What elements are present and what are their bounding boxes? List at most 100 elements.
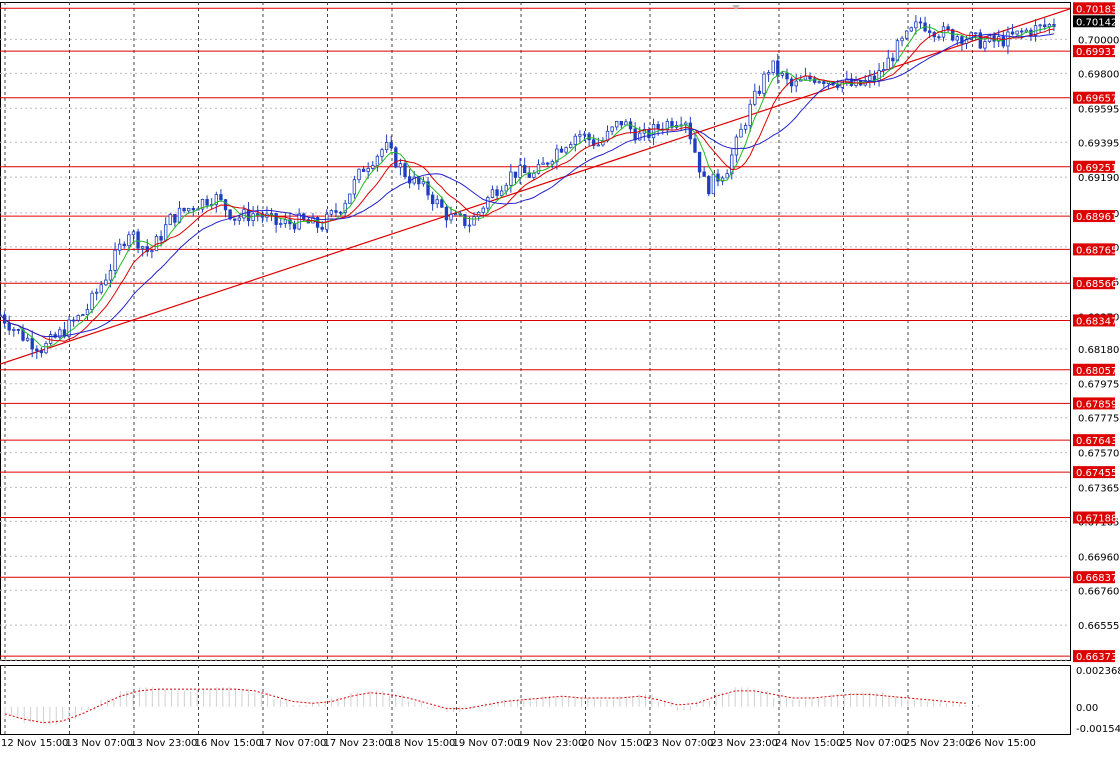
level-price-label: 0.67188	[1076, 514, 1117, 525]
candle-body	[398, 163, 403, 168]
candle-body	[48, 334, 53, 344]
level-price-tag	[1073, 243, 1115, 256]
trendline	[0, 8, 1071, 365]
candle-body	[214, 194, 218, 205]
candle-body	[113, 249, 117, 271]
candle-body	[532, 172, 536, 178]
candle-body	[564, 147, 568, 153]
x-tick-label: 24 Nov 15:00	[775, 738, 842, 749]
candle-body	[914, 21, 918, 29]
candle-body	[748, 103, 752, 126]
y-tick-label: 0.67365	[1078, 483, 1119, 494]
candle-body	[739, 128, 743, 138]
candle-body	[127, 234, 131, 247]
level-price-tag	[1073, 277, 1115, 290]
candle-body	[651, 124, 656, 139]
x-tick-label: 17 Nov 23:00	[324, 738, 391, 749]
candle-body	[794, 80, 798, 87]
x-tick-label: 25 Nov 07:00	[840, 738, 907, 749]
candle-body	[122, 243, 126, 247]
current-price-tag	[1073, 15, 1115, 28]
candle-body	[7, 322, 11, 331]
candle-body	[371, 165, 375, 169]
candle-body	[39, 350, 44, 354]
candle-body	[886, 57, 890, 70]
candle-body	[753, 90, 757, 105]
candle-body	[430, 194, 435, 205]
candle-body	[868, 75, 872, 81]
y-tick-label: 0.70000	[1078, 35, 1119, 46]
candle-body	[467, 224, 472, 227]
x-tick-label: 19 Nov 07:00	[453, 738, 520, 749]
candle-body	[426, 181, 430, 196]
candle-body	[490, 189, 495, 198]
candle-body	[12, 328, 16, 331]
candle-body	[453, 213, 458, 216]
candle-body	[619, 120, 624, 126]
candle-body	[164, 224, 168, 241]
candle-body	[472, 216, 476, 226]
candle-body	[338, 211, 343, 214]
current-price-label: 0.70142	[1076, 17, 1117, 28]
candle-body	[205, 199, 209, 206]
candle-body	[569, 144, 573, 149]
candle-body	[518, 165, 522, 178]
candle-body	[697, 151, 702, 173]
candle-body	[463, 214, 467, 226]
candle-body	[329, 210, 334, 215]
candle-body	[707, 176, 711, 195]
candle-body	[559, 148, 564, 153]
candle-body	[108, 270, 113, 281]
candle-body	[937, 36, 941, 39]
candle-body	[711, 173, 716, 195]
osc-tick-label: 0.002368	[1076, 666, 1120, 677]
candle-body	[881, 69, 886, 71]
candle-body	[656, 124, 660, 130]
ma-slow-line	[0, 33, 1055, 338]
candle-body	[136, 231, 140, 249]
candle-body	[546, 162, 550, 165]
candle-body	[384, 142, 389, 151]
candle-body	[246, 209, 251, 222]
level-price-label: 0.70183	[1076, 4, 1117, 15]
level-price-tag	[1073, 511, 1115, 524]
candle-body	[835, 84, 840, 88]
candle-body	[900, 37, 904, 42]
candle-body	[1052, 24, 1056, 27]
candle-body	[743, 125, 748, 130]
candle-body	[771, 60, 775, 73]
candle-body	[348, 193, 352, 204]
candle-body	[435, 199, 439, 205]
candle-body	[366, 168, 370, 172]
candle-body	[352, 179, 357, 195]
candle-body	[228, 209, 232, 220]
candle-body	[822, 81, 826, 84]
y-tick-label: 0.66555	[1078, 621, 1119, 632]
candle-body	[766, 72, 771, 75]
candle-body	[955, 36, 959, 41]
candle-body	[274, 213, 278, 225]
candle-body	[279, 223, 283, 225]
y-tick-label: 0.68180	[1078, 345, 1119, 356]
y-tick-label: 0.67975	[1078, 380, 1119, 391]
candle-body	[974, 32, 978, 35]
candle-body	[615, 120, 619, 128]
candle-body	[638, 132, 642, 141]
candle-body	[960, 36, 964, 44]
candle-body	[233, 218, 237, 221]
level-price-tag	[1073, 2, 1115, 15]
candle-body	[173, 213, 177, 223]
level-price-tag	[1073, 650, 1115, 663]
level-price-label: 0.67455	[1076, 468, 1117, 479]
candle-body	[725, 173, 729, 179]
candle-body	[150, 250, 154, 253]
candle-body	[633, 128, 637, 141]
candle-body	[444, 206, 449, 221]
candle-body	[941, 26, 946, 38]
candle-body	[16, 328, 21, 331]
x-tick-label: 20 Nov 15:00	[582, 738, 649, 749]
x-tick-label: 16 Nov 15:00	[195, 738, 262, 749]
candle-body	[481, 207, 485, 213]
